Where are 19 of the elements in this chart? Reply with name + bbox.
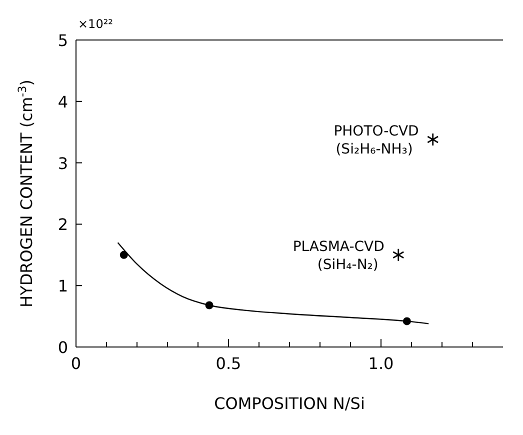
line-series bbox=[117, 242, 430, 324]
point bbox=[426, 132, 439, 146]
y-tick-label: 2 bbox=[58, 215, 68, 234]
text: ×10²² bbox=[78, 17, 114, 31]
y-tick-label: 3 bbox=[58, 154, 68, 173]
y-tick-label: 1 bbox=[58, 276, 68, 296]
point bbox=[392, 248, 404, 262]
y-tick-label: 5 bbox=[58, 31, 68, 50]
annotation: PHOTO-CVD (Si₂H₆-NH₃) bbox=[334, 123, 419, 158]
point bbox=[402, 317, 411, 326]
y-tick-label: 4 bbox=[58, 92, 68, 112]
point bbox=[120, 250, 128, 259]
annotation: PLASMA-CVD (SiH₄-N₂) bbox=[292, 238, 384, 273]
point bbox=[205, 301, 214, 310]
y-tick-label: 0 bbox=[58, 338, 68, 357]
x-tick-label: 0.5 bbox=[216, 354, 242, 373]
x-tick-label: 0 bbox=[70, 354, 82, 373]
x-tick-label: 1.0 bbox=[368, 354, 394, 373]
x-axis-title: COMPOSITION N/Si bbox=[214, 394, 365, 413]
